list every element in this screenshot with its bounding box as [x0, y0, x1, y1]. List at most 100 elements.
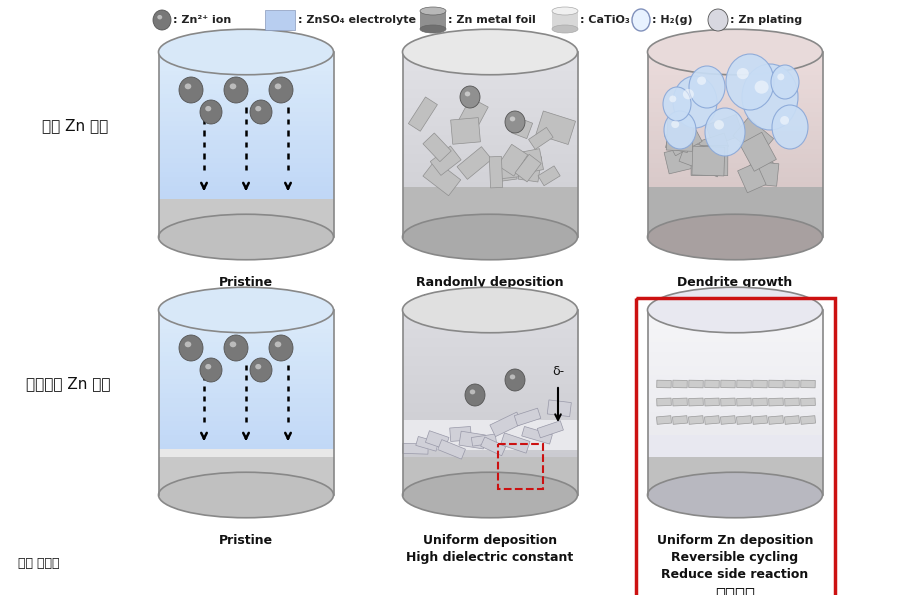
Bar [647, 89, 822, 94]
FancyBboxPatch shape [538, 421, 563, 438]
Bar [647, 135, 822, 140]
Ellipse shape [697, 77, 706, 85]
FancyBboxPatch shape [785, 416, 799, 424]
FancyBboxPatch shape [656, 416, 671, 424]
Bar [403, 98, 577, 104]
Bar [159, 310, 334, 315]
Bar [403, 177, 577, 182]
Bar [159, 347, 334, 352]
Bar [159, 430, 334, 436]
Text: : Zn metal foil: : Zn metal foil [448, 15, 536, 25]
Bar [403, 61, 577, 67]
FancyBboxPatch shape [752, 416, 767, 424]
Ellipse shape [689, 66, 725, 108]
Ellipse shape [184, 342, 191, 347]
Bar [403, 75, 577, 80]
Bar [403, 472, 577, 477]
Bar [647, 324, 822, 329]
Ellipse shape [772, 105, 808, 149]
Bar [159, 444, 334, 449]
Bar [159, 342, 334, 347]
FancyBboxPatch shape [538, 166, 561, 186]
Ellipse shape [510, 117, 515, 121]
Ellipse shape [403, 287, 577, 333]
Bar [647, 223, 822, 228]
FancyBboxPatch shape [522, 427, 552, 444]
FancyBboxPatch shape [457, 146, 491, 179]
Bar [403, 490, 577, 496]
Bar [403, 223, 577, 228]
Bar [159, 435, 334, 440]
Bar [159, 154, 334, 159]
Bar [159, 421, 334, 426]
Bar [647, 467, 822, 472]
Bar [647, 463, 822, 468]
Ellipse shape [465, 92, 470, 96]
Ellipse shape [275, 83, 281, 89]
FancyBboxPatch shape [752, 380, 767, 388]
Bar [403, 324, 577, 329]
Bar [159, 61, 334, 67]
Bar [647, 93, 822, 99]
Bar [647, 108, 822, 112]
Ellipse shape [159, 214, 334, 260]
FancyBboxPatch shape [480, 437, 506, 456]
FancyBboxPatch shape [733, 117, 774, 157]
Bar [159, 52, 334, 57]
Text: Uniform deposition
High dielectric constant: Uniform deposition High dielectric const… [407, 534, 573, 563]
Bar [403, 435, 577, 440]
Bar [159, 407, 334, 412]
Bar [647, 416, 822, 421]
Bar [403, 228, 577, 233]
Ellipse shape [647, 29, 822, 75]
Bar [647, 75, 822, 80]
FancyBboxPatch shape [689, 380, 703, 388]
Bar [647, 356, 822, 361]
Bar [159, 370, 334, 375]
FancyBboxPatch shape [665, 121, 703, 156]
Bar [403, 214, 577, 219]
Text: Randomly deposition
Dendrite formation: Randomly deposition Dendrite formation [416, 275, 564, 306]
Ellipse shape [255, 364, 261, 369]
Bar [159, 214, 334, 219]
Bar [647, 370, 822, 375]
Bar [647, 352, 822, 357]
Bar [159, 472, 334, 477]
Bar [159, 458, 334, 463]
FancyBboxPatch shape [692, 146, 725, 176]
Bar [403, 352, 577, 357]
Bar [403, 66, 577, 71]
Bar [403, 52, 577, 237]
Bar [159, 200, 334, 205]
Bar [159, 425, 334, 431]
Bar [159, 315, 334, 320]
Bar [159, 181, 334, 187]
Bar [647, 126, 822, 131]
Bar [403, 57, 577, 62]
Text: Dendrite growth
Corrosion
HER evolution: Dendrite growth Corrosion HER evolution [678, 275, 793, 322]
FancyBboxPatch shape [501, 433, 530, 453]
Bar [403, 93, 577, 99]
Bar [159, 233, 334, 237]
Bar [403, 453, 577, 459]
Bar [647, 80, 822, 85]
Ellipse shape [505, 369, 525, 391]
FancyBboxPatch shape [408, 97, 437, 131]
Bar [159, 333, 334, 338]
Bar [403, 315, 577, 320]
Bar [403, 145, 577, 149]
FancyBboxPatch shape [431, 146, 461, 176]
Bar [647, 186, 822, 191]
Bar [403, 449, 577, 454]
FancyBboxPatch shape [450, 427, 471, 441]
Ellipse shape [224, 77, 248, 103]
Bar [647, 214, 822, 219]
Bar [403, 342, 577, 347]
Ellipse shape [465, 384, 485, 406]
Bar [647, 172, 822, 177]
Bar [403, 420, 577, 450]
Text: 기존 Zn 음극: 기존 Zn 음극 [41, 118, 108, 133]
Ellipse shape [255, 106, 261, 111]
Bar [403, 209, 577, 214]
Ellipse shape [671, 121, 680, 128]
